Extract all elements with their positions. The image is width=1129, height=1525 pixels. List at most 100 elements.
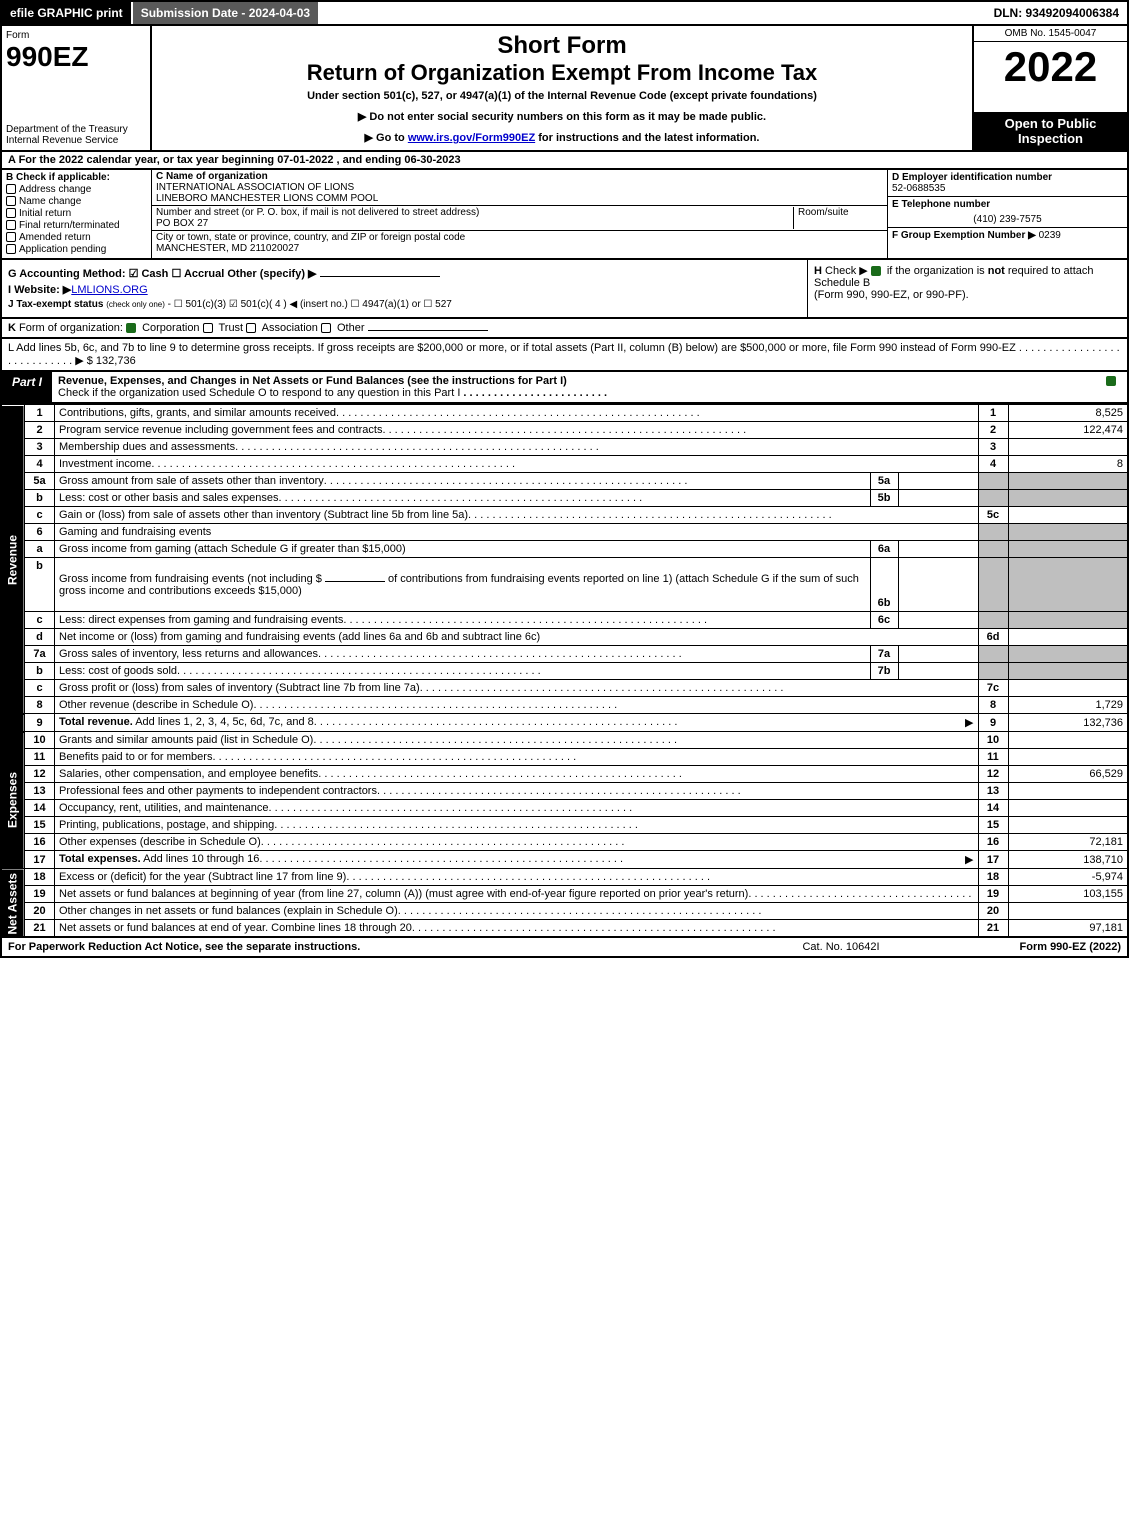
subtitle: Under section 501(c), 527, or 4947(a)(1)… (158, 90, 966, 102)
title-short-form: Short Form (158, 32, 966, 60)
form-id-block: Form 990EZ Department of the Treasury In… (2, 26, 152, 150)
irs-link[interactable]: www.irs.gov/Form990EZ (408, 132, 535, 144)
line-1-num: 1 (25, 405, 55, 422)
line-5b-val (898, 490, 978, 507)
chk-name-change[interactable]: Name change (6, 196, 147, 207)
chk-no-schedule-b[interactable] (871, 266, 881, 276)
submission-date-button[interactable]: Submission Date - 2024-04-03 (133, 2, 320, 24)
footer-notice: For Paperwork Reduction Act Notice, see … (8, 941, 741, 953)
website-line: I Website: ▶LMLIONS.ORG (8, 283, 801, 296)
line-6c-desc: Less: direct expenses from gaming and fu… (55, 612, 871, 629)
line-6b-desc: Gross income from fundraising events (no… (55, 558, 871, 612)
line-1-desc: Contributions, gifts, grants, and simila… (55, 405, 979, 422)
part1-table: Revenue 1 Contributions, gifts, grants, … (0, 404, 1129, 938)
group-exemption-value: 0239 (1039, 230, 1061, 241)
website-link[interactable]: LMLIONS.ORG (71, 284, 147, 296)
accounting-method: G Accounting Method: ☑ Cash ☐ Accrual Ot… (8, 267, 801, 280)
org-name-block: C Name of organization INTERNATIONAL ASS… (152, 170, 887, 206)
line-18-desc: Excess or (deficit) for the year (Subtra… (55, 869, 979, 886)
line-12-val: 66,529 (1008, 766, 1128, 783)
dept-label: Department of the Treasury Internal Reve… (6, 124, 146, 146)
gh-right: H Check ▶ if the organization is not req… (807, 260, 1127, 317)
line-6-desc: Gaming and fundraising events (55, 524, 979, 541)
side-label-revenue: Revenue (1, 405, 25, 714)
col-b-checkboxes: B Check if applicable: Address change Na… (2, 170, 152, 258)
line-9-desc: Total revenue. Add lines 1, 2, 3, 4, 5c,… (55, 714, 979, 732)
part1-title: Revenue, Expenses, and Changes in Net As… (52, 372, 1097, 402)
line-5b-desc: Less: cost or other basis and sales expe… (55, 490, 871, 507)
line-7a-val (898, 646, 978, 663)
chk-application-pending[interactable]: Application pending (6, 244, 147, 255)
efile-print-button[interactable]: efile GRAPHIC print (2, 2, 133, 24)
form-number: 990EZ (6, 41, 146, 73)
tel-block: E Telephone number (410) 239-7575 (888, 197, 1127, 228)
tax-year: 2022 (974, 42, 1127, 112)
instr-goto: ▶ Go to www.irs.gov/Form990EZ for instru… (158, 131, 966, 144)
line-2-desc: Program service revenue including govern… (55, 422, 979, 439)
group-exemption-block: F Group Exemption Number ▶ 0239 (888, 228, 1127, 258)
top-bar: efile GRAPHIC print Submission Date - 20… (0, 0, 1129, 24)
line-7b-desc: Less: cost of goods sold (55, 663, 871, 680)
line-7c-val (1008, 680, 1128, 697)
line-5a-desc: Gross amount from sale of assets other t… (55, 473, 871, 490)
line-11-desc: Benefits paid to or for members (55, 749, 979, 766)
chk-trust[interactable] (203, 323, 213, 333)
line-10-desc: Grants and similar amounts paid (list in… (55, 732, 979, 749)
org-name-1: INTERNATIONAL ASSOCIATION OF LIONS (156, 182, 354, 193)
org-name-2: LINEBORO MANCHESTER LIONS COMM POOL (156, 193, 378, 204)
omb-number: OMB No. 1545-0047 (974, 26, 1127, 42)
line-11-val (1008, 749, 1128, 766)
col-b-header: B Check if applicable: (6, 172, 147, 183)
line-6a-val (898, 541, 978, 558)
section-ghij: G Accounting Method: ☑ Cash ☐ Accrual Ot… (0, 260, 1129, 319)
chk-other[interactable] (321, 323, 331, 333)
line-17-desc: Total expenses. Add lines 10 through 16▶ (55, 851, 979, 869)
line-8-desc: Other revenue (describe in Schedule O) (55, 697, 979, 714)
side-label-netassets: Net Assets (1, 869, 25, 938)
line-21-val: 97,181 (1008, 920, 1128, 938)
line-16-val: 72,181 (1008, 834, 1128, 851)
line-7c-desc: Gross profit or (loss) from sales of inv… (55, 680, 979, 697)
part1-tab: Part I (2, 372, 52, 402)
line-5c-desc: Gain or (loss) from sale of assets other… (55, 507, 979, 524)
form-title-block: Short Form Return of Organization Exempt… (152, 26, 972, 150)
line-4-desc: Investment income (55, 456, 979, 473)
side-label-expenses: Expenses (1, 732, 25, 869)
line-5c-val (1008, 507, 1128, 524)
section-bcdef: B Check if applicable: Address change Na… (0, 170, 1129, 260)
h-check: H Check ▶ if the organization is not req… (814, 264, 1121, 289)
footer-catno: Cat. No. 10642I (741, 941, 941, 953)
line-19-val: 103,155 (1008, 886, 1128, 903)
part1-header: Part I Revenue, Expenses, and Changes in… (0, 372, 1129, 404)
line-2-val: 122,474 (1008, 422, 1128, 439)
section-k: K Form of organization: Corporation Trus… (0, 319, 1129, 339)
line-13-val (1008, 783, 1128, 800)
line-21-desc: Net assets or fund balances at end of ye… (55, 920, 979, 938)
chk-amended-return[interactable]: Amended return (6, 232, 147, 243)
chk-corporation[interactable] (126, 323, 136, 333)
line-17-val: 138,710 (1008, 851, 1128, 869)
footer-formref: Form 990-EZ (2022) (941, 941, 1121, 953)
section-l: L Add lines 5b, 6c, and 7b to line 9 to … (0, 339, 1129, 372)
line-14-desc: Occupancy, rent, utilities, and maintena… (55, 800, 979, 817)
title-return: Return of Organization Exempt From Incom… (158, 60, 966, 86)
line-6d-desc: Net income or (loss) from gaming and fun… (55, 629, 979, 646)
line-5a-val (898, 473, 978, 490)
line-3-desc: Membership dues and assessments (55, 439, 979, 456)
chk-association[interactable] (246, 323, 256, 333)
chk-address-change[interactable]: Address change (6, 184, 147, 195)
line-8-val: 1,729 (1008, 697, 1128, 714)
line-9-val: 132,736 (1008, 714, 1128, 732)
form-header: Form 990EZ Department of the Treasury In… (0, 24, 1129, 152)
line-6a-desc: Gross income from gaming (attach Schedul… (55, 541, 871, 558)
line-6d-val (1008, 629, 1128, 646)
line-4-val: 8 (1008, 456, 1128, 473)
chk-final-return[interactable]: Final return/terminated (6, 220, 147, 231)
form-year-block: OMB No. 1545-0047 2022 Open to Public In… (972, 26, 1127, 150)
instr-ssn: ▶ Do not enter social security numbers o… (158, 110, 966, 123)
part1-schedule-o-check[interactable] (1097, 372, 1127, 402)
line-3-val (1008, 439, 1128, 456)
line-14-val (1008, 800, 1128, 817)
chk-initial-return[interactable]: Initial return (6, 208, 147, 219)
gh-left: G Accounting Method: ☑ Cash ☐ Accrual Ot… (2, 260, 807, 317)
